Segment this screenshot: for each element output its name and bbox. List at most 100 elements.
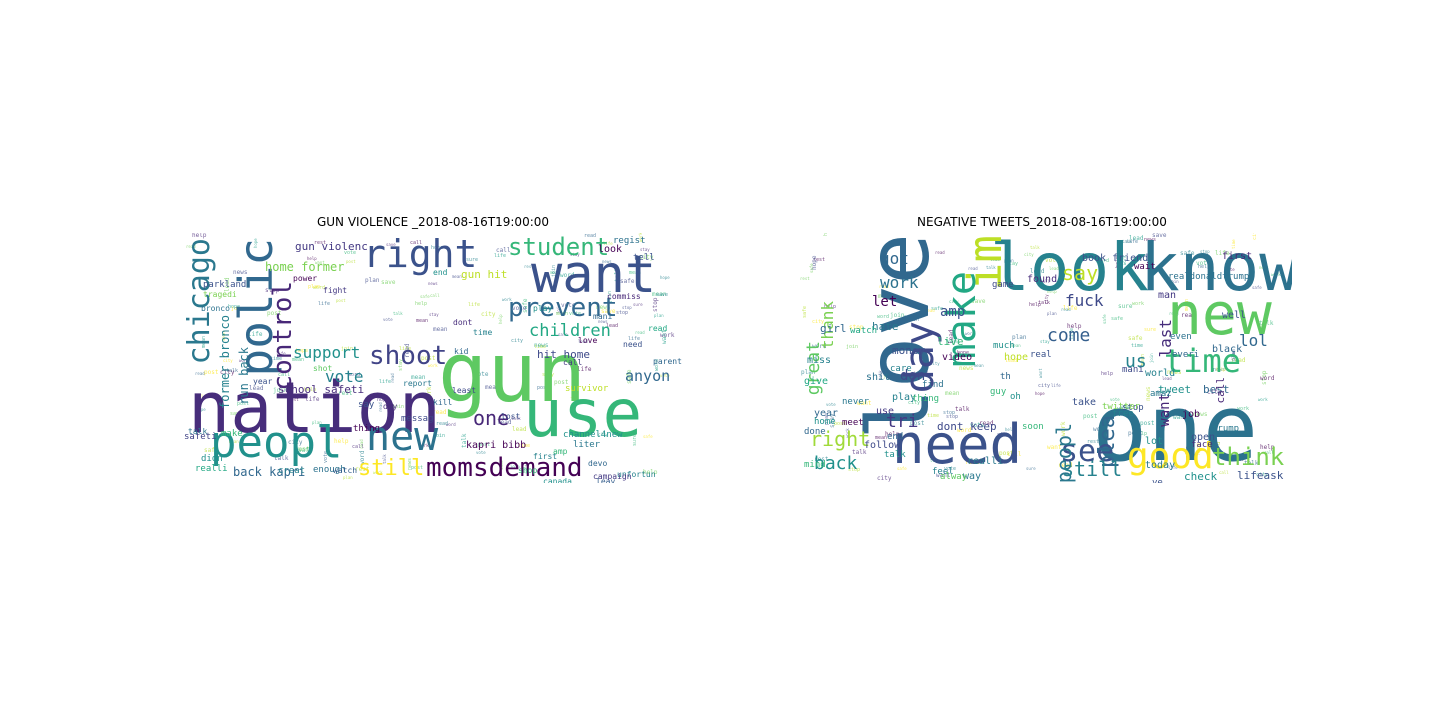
word: call xyxy=(1214,377,1227,404)
filler-word: stay xyxy=(1006,261,1019,267)
filler-word: talk xyxy=(1030,245,1040,250)
word: home xyxy=(814,417,836,427)
filler-word: safe xyxy=(809,263,814,273)
filler-word: mean xyxy=(629,270,642,276)
filler-word: life xyxy=(305,396,320,403)
filler-word: stay xyxy=(1040,339,1050,344)
filler-word: help xyxy=(1260,444,1275,451)
word: go xyxy=(992,438,1203,483)
word: right xyxy=(810,427,871,451)
word: mani xyxy=(593,312,613,321)
filler-word: news xyxy=(1213,367,1226,373)
filler-word: work xyxy=(428,363,438,368)
filler-word: plan xyxy=(801,369,816,376)
filler-word: help xyxy=(824,304,837,310)
word: home former xyxy=(265,260,345,274)
word: everi xyxy=(1172,350,1200,360)
word: feel xyxy=(932,467,954,477)
word: run back xyxy=(237,347,251,405)
filler-word: plan xyxy=(1012,334,1027,341)
filler-word: life xyxy=(248,331,263,338)
word: use xyxy=(876,406,895,417)
word: one xyxy=(1092,375,1259,482)
word: kill xyxy=(433,398,453,407)
filler-word: want xyxy=(1047,444,1062,451)
filler-word: rest xyxy=(355,466,370,473)
filler-word: call xyxy=(352,444,365,450)
filler-word: read xyxy=(186,244,196,249)
filler-word: hope xyxy=(377,397,390,403)
filler-word: word xyxy=(812,343,827,350)
word: ye xyxy=(1152,478,1163,484)
word: got xyxy=(880,249,909,268)
word: parent xyxy=(653,357,682,366)
filler-word: vote xyxy=(561,302,576,309)
filler-word: plan xyxy=(1047,311,1057,316)
filler-word: post xyxy=(999,450,1014,457)
word: today xyxy=(1145,460,1176,471)
word: shot xyxy=(313,364,333,373)
filler-word: word xyxy=(1097,258,1110,264)
filler-word: save xyxy=(971,298,986,305)
filler-word: save xyxy=(381,279,396,286)
filler-word: city xyxy=(1207,389,1222,396)
filler-word: post xyxy=(1128,430,1143,437)
filler-word: safe xyxy=(620,278,635,285)
word: work xyxy=(880,273,919,292)
word: first xyxy=(1222,251,1253,262)
word: channel4new xyxy=(563,430,623,440)
filler-word: plan xyxy=(1004,258,1014,263)
filler-word: word xyxy=(907,377,917,382)
word: tragedi xyxy=(203,290,237,299)
filler-word: lead xyxy=(512,426,527,433)
filler-word: lead xyxy=(1030,268,1045,275)
filler-word: lead xyxy=(925,308,935,313)
word: control xyxy=(268,281,298,391)
filler-word: post xyxy=(237,401,250,407)
filler-word: read xyxy=(635,330,645,335)
filler-word: work xyxy=(502,297,512,302)
word: us xyxy=(1125,351,1147,372)
word: meet xyxy=(842,418,864,428)
word: book friend xyxy=(1082,253,1149,264)
filler-word: sure xyxy=(633,302,643,307)
filler-word: help xyxy=(1135,431,1148,437)
filler-word: help xyxy=(1029,302,1042,308)
word: liter xyxy=(573,440,601,450)
filler-word: work xyxy=(965,331,975,336)
filler-word: save xyxy=(656,292,669,298)
filler-word: city xyxy=(949,299,959,304)
filler-word: mean xyxy=(452,274,462,279)
filler-word: read xyxy=(935,250,945,255)
filler-word: plan xyxy=(312,420,322,425)
word: thing xyxy=(912,394,940,404)
filler-word: stay xyxy=(640,247,650,252)
word: still xyxy=(358,456,425,481)
filler-word: work xyxy=(419,443,429,448)
word: even xyxy=(1170,332,1192,342)
word: student xyxy=(508,233,610,261)
filler-word: help xyxy=(334,438,349,445)
word: job xyxy=(1182,409,1201,420)
filler-word: city xyxy=(1038,383,1051,389)
filler-word: time xyxy=(270,356,283,362)
filler-word: mean xyxy=(433,326,448,333)
word: care xyxy=(890,364,912,374)
word: amp xyxy=(553,447,568,456)
filler-word: help xyxy=(1047,289,1057,294)
filler-word: time xyxy=(1131,343,1144,349)
filler-word: lead xyxy=(1129,235,1144,242)
word: say xyxy=(1062,261,1099,285)
word: fuck xyxy=(1065,291,1104,310)
filler-word: stay xyxy=(429,312,439,317)
filler-word: time xyxy=(930,458,940,463)
filler-word: talk xyxy=(1122,239,1132,244)
filler-word: read xyxy=(968,266,978,271)
word: support xyxy=(293,343,361,362)
word: realdonaldtrump xyxy=(1168,272,1250,282)
filler-word: lead xyxy=(606,323,619,329)
filler-word: stop xyxy=(946,414,959,420)
filler-word: join xyxy=(273,387,288,394)
word: shoot xyxy=(369,341,448,371)
filler-word: post xyxy=(537,385,550,391)
